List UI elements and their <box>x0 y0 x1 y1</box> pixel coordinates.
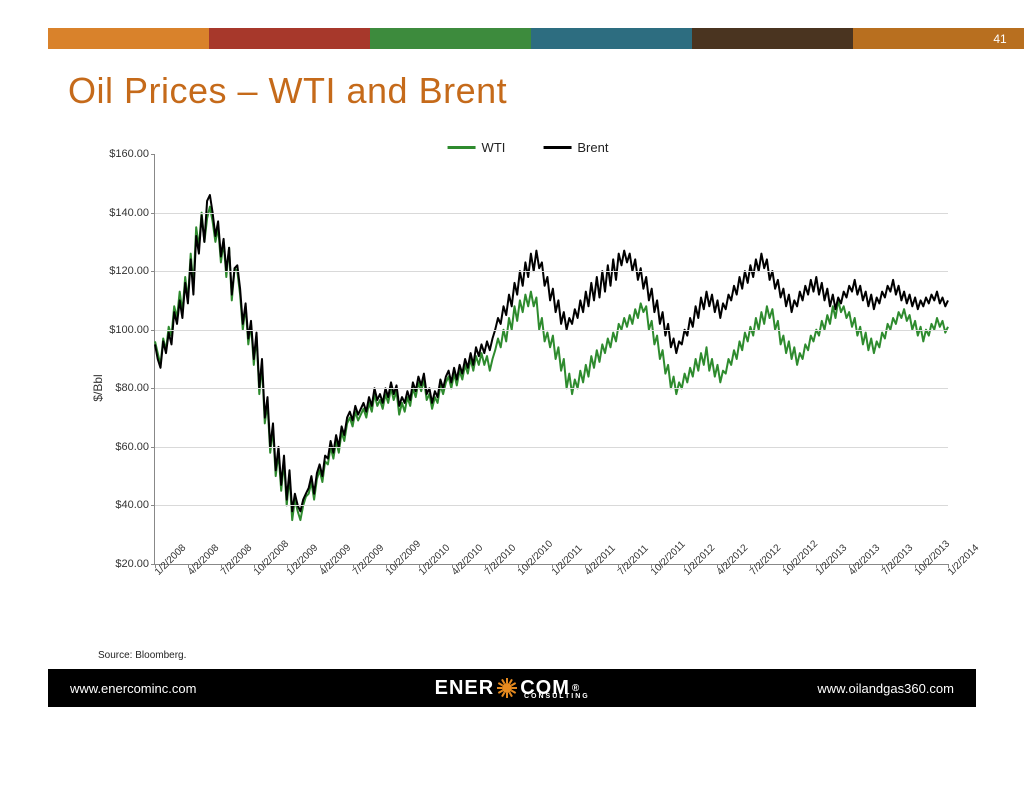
oil-price-chart: $/Bbl WTIBrent $20.00$40.00$60.00$80.00$… <box>98 140 958 635</box>
plot-area: $20.00$40.00$60.00$80.00$100.00$120.00$1… <box>154 154 948 565</box>
logo-subtext: CONSULTING <box>524 693 590 700</box>
y-tick-label: $60.00 <box>115 441 149 453</box>
y-tick-label: $160.00 <box>109 148 149 160</box>
y-axis-label: $/Bbl <box>91 374 105 401</box>
legend-item: WTI <box>448 140 506 155</box>
slide-title: Oil Prices – WTI and Brent <box>68 70 507 112</box>
legend-swatch <box>448 146 476 149</box>
y-tick-label: $40.00 <box>115 499 149 511</box>
source-caption: Source: Bloomberg. <box>98 650 186 661</box>
page-number: 41 <box>976 28 1024 49</box>
x-tick-label: 1/2/2014 <box>946 542 981 577</box>
y-tick-label: $80.00 <box>115 382 149 394</box>
legend-label: WTI <box>482 140 506 155</box>
footer-bar: www.enercominc.com ENER COM ® CONSULTING… <box>48 669 976 707</box>
y-tick-label: $20.00 <box>115 558 149 570</box>
y-tick-label: $140.00 <box>109 207 149 219</box>
y-tick-label: $100.00 <box>109 324 149 336</box>
legend-label: Brent <box>577 140 608 155</box>
logo-text-ener: ENER <box>435 677 495 700</box>
legend-item: Brent <box>543 140 608 155</box>
enercom-logo: ENER COM ® CONSULTING <box>435 677 580 700</box>
chart-legend: WTI Brent <box>448 140 609 155</box>
page-number-text: 41 <box>993 32 1006 46</box>
line-series-svg <box>155 154 948 564</box>
y-tick-label: $120.00 <box>109 265 149 277</box>
footer-right-url: www.oilandgas360.com <box>817 681 954 696</box>
footer-left-url: www.enercominc.com <box>70 681 196 696</box>
header-color-stripe <box>48 28 1024 49</box>
registered-mark: ® <box>572 683 579 694</box>
series-brent <box>155 195 948 511</box>
series-wti <box>155 207 948 520</box>
legend-swatch <box>543 146 571 149</box>
sun-icon <box>496 677 518 699</box>
